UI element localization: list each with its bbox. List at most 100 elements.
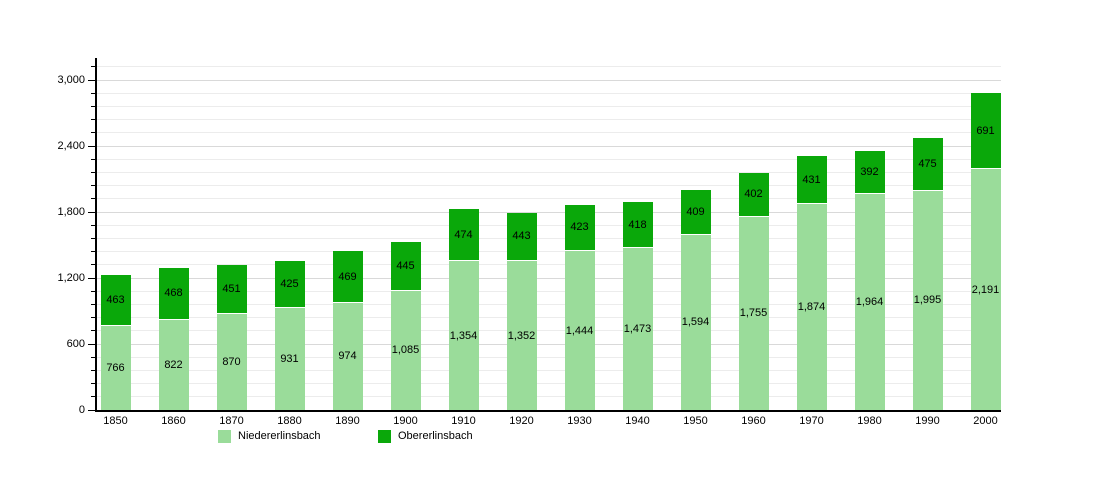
bar-value-label: 463 [106, 293, 125, 306]
bar-value-label: 822 [164, 358, 183, 371]
bar-segment-niedererlinsbach: 1,964 [854, 193, 885, 410]
x-axis-label: 2000 [973, 415, 998, 427]
x-axis-label: 1990 [915, 415, 940, 427]
major-gridline [97, 343, 1001, 345]
bar-value-label: 409 [686, 205, 705, 218]
bar-value-label: 423 [570, 221, 589, 234]
bar-segment-niedererlinsbach: 931 [274, 307, 305, 410]
bar-segment-obererlinsbach: 475 [912, 138, 943, 191]
bar-segment-obererlinsbach: 431 [796, 156, 827, 204]
x-axis-label: 1970 [799, 415, 824, 427]
bar-segment-obererlinsbach: 425 [274, 260, 305, 308]
y-axis-label: 3,000 [57, 74, 85, 86]
legend-label-niedererlinsbach: Niedererlinsbach [238, 430, 321, 442]
minor-gridline [97, 396, 1001, 398]
bar-segment-niedererlinsbach: 1,874 [796, 203, 827, 410]
y-axis-minor-tick [91, 158, 95, 160]
minor-gridline [97, 290, 1001, 292]
bar-value-label: 1,352 [507, 329, 536, 342]
y-axis-label: 1,800 [57, 206, 85, 218]
y-axis-tick [88, 343, 95, 345]
bar-segment-obererlinsbach: 409 [680, 189, 711, 235]
y-axis-minor-tick [91, 119, 95, 121]
legend-item-obererlinsbach: Obererlinsbach [378, 430, 473, 443]
y-axis-minor-tick [91, 66, 95, 68]
major-gridline [97, 211, 1001, 213]
bar-value-label: 469 [338, 270, 357, 283]
minor-gridline [97, 92, 1001, 94]
bar-segment-obererlinsbach: 463 [100, 274, 131, 326]
x-axis-label: 1940 [625, 415, 650, 427]
y-axis-minor-tick [91, 290, 95, 292]
bar-segment-niedererlinsbach: 1,085 [390, 290, 421, 410]
y-axis-minor-tick [91, 396, 95, 398]
bar-segment-niedererlinsbach: 766 [100, 325, 131, 410]
bar-value-label: 1,594 [681, 316, 710, 329]
major-gridline [97, 79, 1001, 81]
x-axis-label: 1860 [161, 415, 186, 427]
bar-segment-obererlinsbach: 445 [390, 241, 421, 291]
bar-segment-niedererlinsbach: 870 [216, 314, 247, 410]
minor-gridline [97, 330, 1001, 332]
y-axis-minor-tick [91, 317, 95, 319]
bar-segment-obererlinsbach: 423 [564, 204, 595, 252]
x-axis-label: 1920 [509, 415, 534, 427]
bar-segment-obererlinsbach: 418 [622, 202, 653, 248]
legend-label-obererlinsbach: Obererlinsbach [398, 430, 473, 442]
bar-segment-niedererlinsbach: 1,995 [912, 190, 943, 410]
bar-value-label: 1,964 [855, 295, 884, 308]
bar-value-label: 766 [106, 361, 125, 374]
bar-value-label: 425 [280, 277, 299, 290]
x-axis-label: 1910 [451, 415, 476, 427]
bar-segment-niedererlinsbach: 1,755 [738, 216, 769, 410]
y-axis-minor-tick [91, 303, 95, 305]
bar-value-label: 870 [222, 356, 241, 369]
y-axis-minor-tick [91, 224, 95, 226]
y-axis-minor-tick [91, 383, 95, 385]
x-axis-label: 1850 [103, 415, 128, 427]
minor-gridline [97, 105, 1001, 107]
bar-value-label: 1,995 [913, 294, 942, 307]
y-axis-minor-tick [91, 330, 95, 332]
minor-gridline [97, 185, 1001, 187]
x-axis-label: 1960 [741, 415, 766, 427]
bar-segment-niedererlinsbach: 974 [332, 302, 363, 410]
bar-value-label: 1,085 [391, 344, 420, 357]
y-axis-label: 0 [78, 404, 85, 416]
bar-value-label: 475 [918, 157, 937, 170]
bar-value-label: 1,874 [797, 300, 826, 313]
bar-segment-obererlinsbach: 691 [970, 93, 1001, 169]
y-axis-minor-tick [91, 356, 95, 358]
bar-value-label: 1,473 [623, 322, 652, 335]
x-axis-label: 1890 [335, 415, 360, 427]
minor-gridline [97, 158, 1001, 160]
y-axis-tick [88, 79, 95, 81]
x-axis-label: 1880 [277, 415, 302, 427]
bar-value-label: 418 [628, 218, 647, 231]
major-gridline [97, 277, 1001, 279]
bar-segment-niedererlinsbach: 2,191 [970, 169, 1001, 410]
x-axis-label: 1930 [567, 415, 592, 427]
bar-value-label: 443 [512, 230, 531, 243]
y-axis-label: 2,400 [57, 140, 85, 152]
bar-segment-obererlinsbach: 402 [738, 172, 769, 217]
y-axis-minor-tick [91, 237, 95, 239]
minor-gridline [97, 369, 1001, 371]
y-axis-minor-tick [91, 198, 95, 200]
x-axis-line [95, 410, 1001, 412]
bar-value-label: 402 [744, 188, 763, 201]
minor-gridline [97, 356, 1001, 358]
y-axis-tick [88, 277, 95, 279]
bar-value-label: 931 [280, 352, 299, 365]
bar-segment-niedererlinsbach: 822 [158, 319, 189, 410]
minor-gridline [97, 132, 1001, 134]
y-axis-minor-tick [91, 132, 95, 134]
minor-gridline [97, 264, 1001, 266]
y-axis-minor-tick [91, 185, 95, 187]
y-axis-minor-tick [91, 171, 95, 173]
bar-value-label: 431 [802, 173, 821, 186]
bar-value-label: 451 [222, 283, 241, 295]
y-axis-minor-tick [91, 92, 95, 94]
x-axis-label: 1980 [857, 415, 882, 427]
